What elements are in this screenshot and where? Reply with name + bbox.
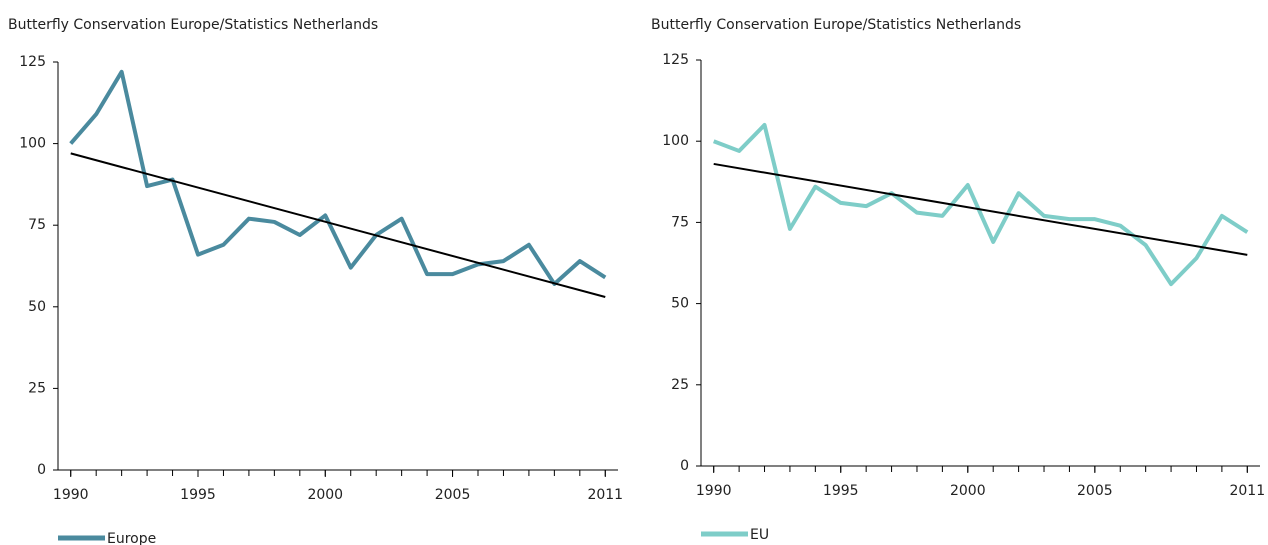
y-tick-label: 50 — [28, 299, 46, 315]
legend-label: Europe — [107, 531, 156, 545]
y-tick-label: 75 — [671, 214, 689, 230]
x-tick-label: 1990 — [696, 483, 732, 499]
data-line — [712, 122, 1249, 287]
x-tick-label: 2011 — [1229, 483, 1265, 499]
x-tick-label: 2011 — [587, 487, 623, 503]
source: Butterfly Conservation Europe/Statistics… — [8, 17, 378, 33]
y-tick-label: 75 — [28, 217, 46, 233]
data-line — [69, 69, 607, 286]
x-tick-label: 2005 — [1077, 483, 1113, 499]
y-tick-label: 125 — [662, 52, 689, 68]
y-tick-label: 50 — [671, 296, 689, 312]
y-tick-label: 25 — [671, 377, 689, 393]
trend-line — [70, 152, 606, 298]
y-tick-label: 0 — [37, 462, 46, 478]
y-tick-label: 25 — [28, 380, 46, 396]
y-tick-label: 100 — [19, 136, 46, 152]
x-tick-label: 1995 — [823, 483, 859, 499]
x-tick-label: 1990 — [53, 487, 89, 503]
trend-line — [713, 162, 1248, 256]
x-tick-label: 2005 — [435, 487, 471, 503]
y-tick-label: 100 — [662, 133, 689, 149]
x-tick-label: 1995 — [180, 487, 216, 503]
source: Butterfly Conservation Europe/Statistics… — [651, 17, 1021, 33]
y-tick-label: 125 — [19, 54, 46, 70]
legend-label: EU — [750, 527, 769, 543]
y-tick-label: 0 — [680, 458, 689, 474]
x-tick-label: 2000 — [307, 487, 343, 503]
x-tick-label: 2000 — [950, 483, 986, 499]
